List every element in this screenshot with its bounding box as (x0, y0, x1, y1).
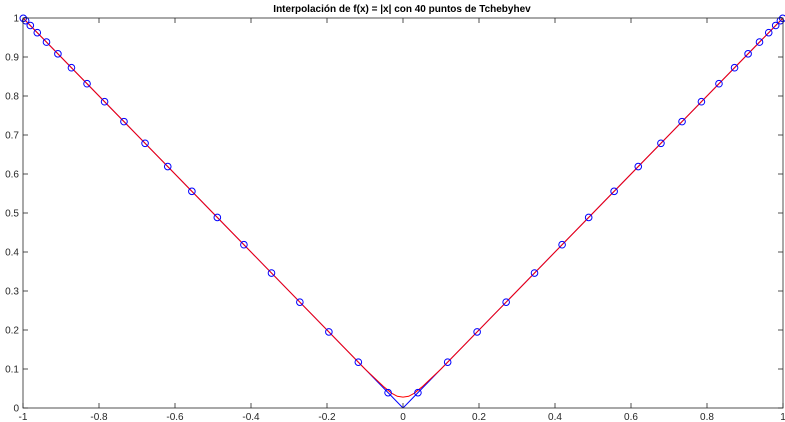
node-marker (354, 358, 363, 366)
y-tick-label: 1 (13, 14, 19, 25)
node-marker (325, 328, 333, 336)
y-tick-label: 0.8 (5, 92, 19, 103)
node-marker (21, 16, 30, 25)
node-marker (384, 388, 392, 397)
node-marker (26, 21, 35, 30)
node-marker (634, 162, 643, 171)
node-marker (120, 117, 128, 126)
node-marker (100, 97, 109, 106)
node-marker (296, 298, 304, 306)
node-marker (33, 28, 42, 37)
node-marker (610, 187, 618, 196)
node-marker (473, 328, 481, 336)
node-marker (414, 388, 422, 397)
node-marker (678, 117, 686, 126)
x-tick-label: 0.2 (472, 412, 486, 422)
y-tick-label: 0.1 (5, 365, 19, 376)
node-marker (502, 298, 510, 306)
node-marker (188, 187, 196, 196)
x-tick-label: 0.6 (624, 412, 638, 422)
node-marker (697, 97, 706, 106)
node-marker (54, 50, 62, 58)
y-tick-label: 0 (13, 404, 19, 415)
node-marker (42, 38, 51, 46)
node-marker (213, 213, 222, 222)
node-marker (744, 50, 752, 58)
chart-title: Interpolación de f(x) = |x| con 40 punto… (273, 4, 531, 15)
y-tick-label: 0.7 (5, 131, 19, 142)
node-markers (19, 14, 785, 397)
x-tick-label: -0.8 (90, 412, 108, 422)
node-marker (558, 240, 566, 249)
y-tick-label: 0.2 (5, 326, 19, 337)
node-marker (715, 79, 723, 88)
plot-area (19, 14, 785, 408)
node-marker (267, 269, 276, 277)
node-marker (755, 38, 764, 46)
axes: -1 -0.8 -0.6 -0.4 -0.2 0 0.2 0.4 0.6 0.8 1 0 0.1 0.2 0… (5, 14, 785, 422)
x-tick-label: -0.2 (318, 412, 336, 422)
y-tick-label: 0.3 (5, 287, 19, 298)
x-tick-label: 1 (780, 412, 785, 422)
node-marker (776, 16, 785, 25)
node-marker (67, 63, 76, 72)
y-tick-label: 0.6 (5, 170, 19, 181)
node-marker (657, 139, 665, 148)
x-tick-label: -0.4 (242, 412, 260, 422)
y-tick-label: 0.9 (5, 53, 19, 64)
node-marker (443, 358, 452, 366)
node-marker (764, 28, 773, 37)
node-marker (240, 240, 248, 249)
y-tick-label: 0.5 (5, 209, 19, 220)
x-tick-label: 0.8 (700, 412, 714, 422)
x-tick-label: -0.6 (166, 412, 184, 422)
y-tick-label: 0.4 (5, 248, 19, 259)
x-tick-label: -1 (19, 412, 28, 422)
node-marker (141, 139, 149, 148)
x-tick-label: 0 (400, 412, 406, 422)
x-tick-label: 0.4 (548, 412, 562, 422)
node-marker (584, 213, 593, 222)
node-marker (530, 269, 539, 277)
node-marker (163, 162, 172, 171)
interpolant-line (23, 18, 783, 398)
node-marker (83, 79, 91, 88)
node-marker (730, 63, 739, 72)
node-marker (771, 21, 780, 30)
